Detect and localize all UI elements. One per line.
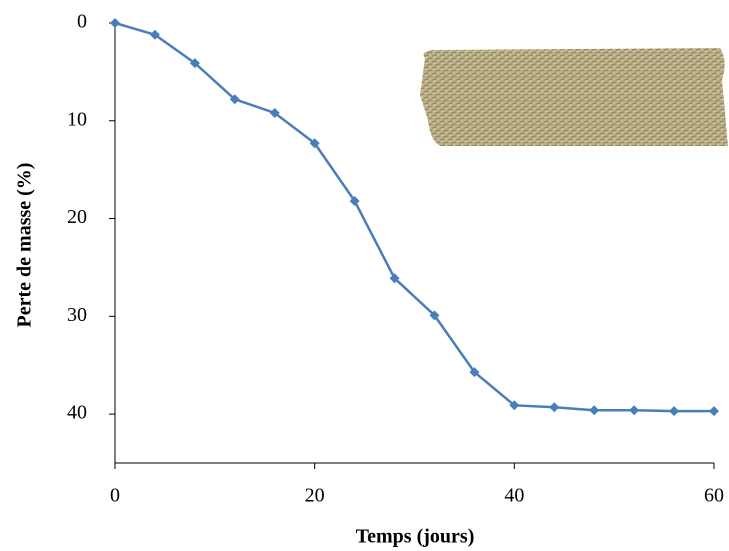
data-marker — [389, 273, 400, 284]
sample-photo — [420, 48, 728, 146]
y-tick-label: 10 — [67, 108, 87, 130]
y-tick-label: 30 — [67, 304, 87, 326]
x-tick-label: 40 — [504, 485, 524, 507]
data-marker — [189, 58, 200, 69]
data-marker — [629, 405, 640, 416]
data-marker — [429, 310, 440, 321]
y-tick-label: 20 — [67, 206, 87, 228]
data-marker — [149, 29, 160, 40]
data-marker — [509, 400, 520, 411]
y-tick-label: 0 — [77, 11, 87, 33]
data-marker — [269, 107, 280, 118]
series-line — [114, 21, 714, 413]
data-marker — [110, 18, 120, 28]
data-marker — [709, 406, 719, 417]
x-axis-title: Temps (jours) — [356, 526, 475, 548]
x-tick-label: 20 — [305, 485, 325, 507]
data-marker — [349, 195, 360, 206]
y-axis-title: Perte de masse (%) — [14, 163, 36, 328]
data-marker — [229, 94, 240, 105]
data-marker — [469, 367, 480, 378]
y-tick-label: 40 — [67, 402, 87, 424]
x-tick-label: 0 — [110, 485, 120, 507]
data-marker — [549, 402, 560, 413]
data-marker — [309, 138, 320, 149]
x-tick-label: 60 — [704, 485, 724, 507]
data-marker — [589, 405, 600, 416]
data-marker — [669, 406, 680, 417]
